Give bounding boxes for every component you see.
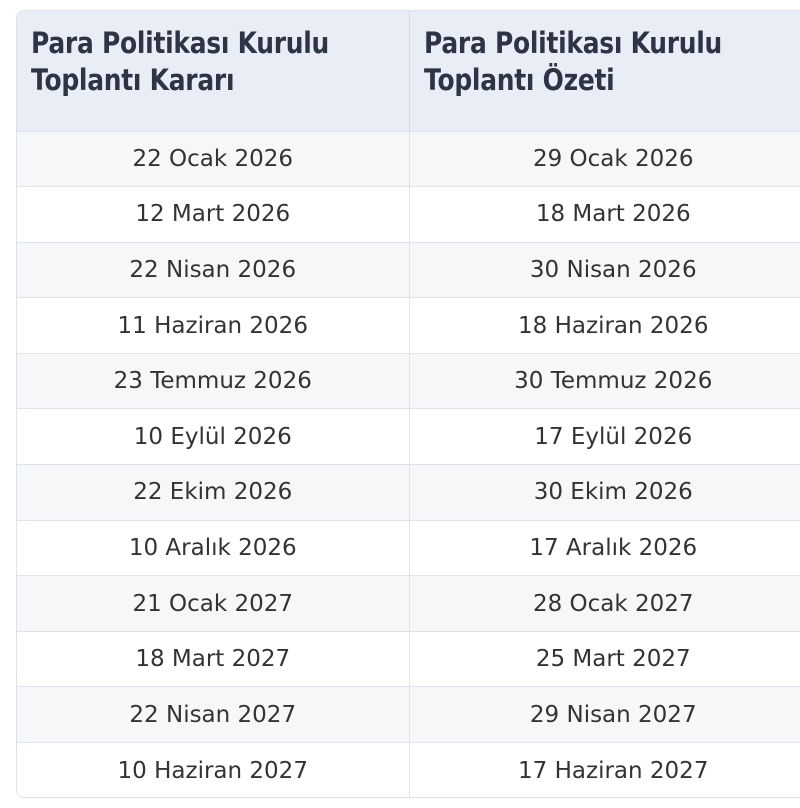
decision-date-cell: 22 Nisan 2027 xyxy=(17,686,409,743)
decision-date-cell: 21 Ocak 2027 xyxy=(17,575,409,632)
summary-date-cell: 29 Nisan 2027 xyxy=(408,686,800,743)
decision-date-cell: 23 Temmuz 2026 xyxy=(17,352,409,409)
table-row: 23 Temmuz 2026 30 Temmuz 2026 xyxy=(17,352,800,409)
decision-date-cell: 18 Mart 2027 xyxy=(17,630,409,687)
summary-date-cell: 17 Eylül 2026 xyxy=(408,408,800,465)
column-header-decision: Para Politikası Kurulu Toplantı Kararı xyxy=(17,11,409,131)
table-row: 22 Ekim 2026 30 Ekim 2026 xyxy=(17,464,800,521)
summary-date-cell: 30 Temmuz 2026 xyxy=(408,352,800,409)
summary-date-cell: 28 Ocak 2027 xyxy=(408,575,800,632)
table-header: Para Politikası Kurulu Toplantı Kararı P… xyxy=(17,11,800,131)
summary-date-cell: 30 Ekim 2026 xyxy=(408,464,800,521)
table-row: 10 Aralık 2026 17 Aralık 2026 xyxy=(17,519,800,576)
decision-date-cell: 11 Haziran 2026 xyxy=(17,297,409,354)
decision-date-cell: 10 Haziran 2027 xyxy=(17,742,409,797)
meeting-schedule-table: Para Politikası Kurulu Toplantı Kararı P… xyxy=(17,11,800,797)
summary-date-cell: 25 Mart 2027 xyxy=(408,630,800,687)
table-row: 22 Nisan 2026 30 Nisan 2026 xyxy=(17,241,800,298)
column-header-decision-label: Para Politikası Kurulu Toplantı Kararı xyxy=(31,26,330,97)
meeting-schedule-table-container: Para Politikası Kurulu Toplantı Kararı P… xyxy=(16,10,800,798)
summary-date-cell: 17 Haziran 2027 xyxy=(408,742,800,797)
summary-date-cell: 17 Aralık 2026 xyxy=(408,519,800,576)
column-header-summary: Para Politikası Kurulu Toplantı Özeti xyxy=(408,11,800,131)
summary-date-cell: 18 Mart 2026 xyxy=(408,186,800,243)
header-row: Para Politikası Kurulu Toplantı Kararı P… xyxy=(17,11,800,131)
decision-date-cell: 10 Aralık 2026 xyxy=(17,519,409,576)
decision-date-cell: 10 Eylül 2026 xyxy=(17,408,409,465)
table-row: 18 Mart 2027 25 Mart 2027 xyxy=(17,630,800,687)
table-row: 11 Haziran 2026 18 Haziran 2026 xyxy=(17,297,800,354)
decision-date-cell: 22 Ocak 2026 xyxy=(17,130,409,187)
table-body: 22 Ocak 2026 29 Ocak 2026 12 Mart 2026 18 M… xyxy=(17,130,800,797)
column-header-summary-label: Para Politikası Kurulu Toplantı Özeti xyxy=(423,26,722,97)
decision-date-cell: 22 Nisan 2026 xyxy=(17,241,409,298)
table-row: 22 Nisan 2027 29 Nisan 2027 xyxy=(17,686,800,743)
table-row: 10 Eylül 2026 17 Eylül 2026 xyxy=(17,408,800,465)
decision-date-cell: 12 Mart 2026 xyxy=(17,186,409,243)
table-row: 22 Ocak 2026 29 Ocak 2026 xyxy=(17,130,800,187)
summary-date-cell: 29 Ocak 2026 xyxy=(408,130,800,187)
table-row: 21 Ocak 2027 28 Ocak 2027 xyxy=(17,575,800,632)
summary-date-cell: 30 Nisan 2026 xyxy=(408,241,800,298)
table-row: 10 Haziran 2027 17 Haziran 2027 xyxy=(17,742,800,797)
decision-date-cell: 22 Ekim 2026 xyxy=(17,464,409,521)
summary-date-cell: 18 Haziran 2026 xyxy=(408,297,800,354)
table-row: 12 Mart 2026 18 Mart 2026 xyxy=(17,186,800,243)
